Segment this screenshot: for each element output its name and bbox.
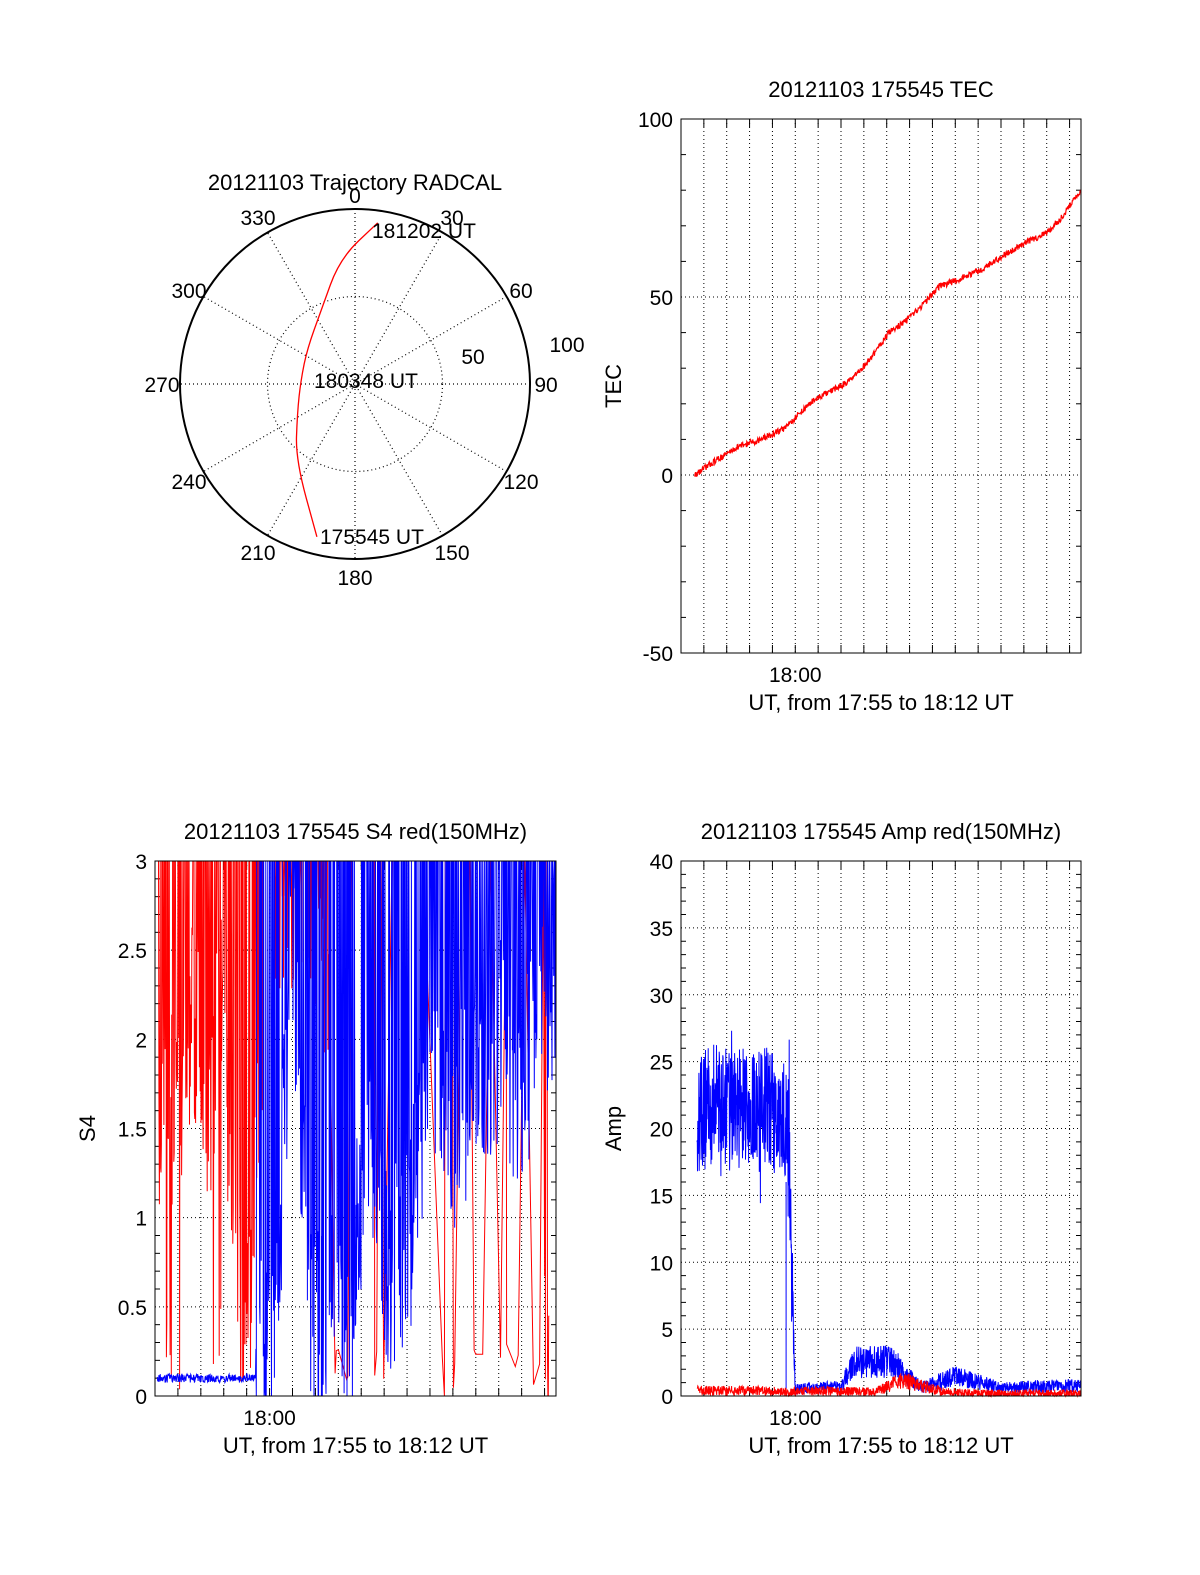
- y-tick-label: 0: [661, 1386, 673, 1409]
- y-tick-label: 15: [650, 1185, 673, 1208]
- y-tick-label: 40: [650, 851, 673, 874]
- azimuth-label: 120: [503, 471, 538, 494]
- y-tick-label: 50: [650, 287, 673, 310]
- y-tick-label: 2: [135, 1029, 147, 1052]
- blue-series-line: [696, 1030, 1082, 1395]
- chart-title: 20121103 175545 S4 red(150MHz): [184, 819, 527, 844]
- azimuth-label: 180: [337, 567, 372, 590]
- polar-title: 20121103 Trajectory RADCAL: [208, 170, 502, 195]
- azimuth-label: 30: [440, 207, 463, 230]
- y-axis-label: Amp: [601, 1106, 626, 1151]
- y-axis-label: S4: [75, 1115, 100, 1142]
- range-ring-50: [266, 295, 444, 473]
- time-annotation: 175545 UT: [320, 526, 424, 549]
- y-tick-label: 2.5: [118, 940, 147, 963]
- azimuth-label: 90: [534, 374, 557, 397]
- x-tick-label: 18:00: [769, 1407, 822, 1430]
- amp-panel: 0 5 10 15 20 25 30 35 40 20121103 175545 Amp red(…: [601, 819, 1082, 1458]
- x-tick-label: 18:00: [243, 1407, 296, 1430]
- radial-label-50: 50: [461, 346, 484, 369]
- azimuth-label: 0: [349, 185, 361, 208]
- y-tick-label: 0: [135, 1386, 147, 1409]
- y-tick-label: -50: [643, 643, 673, 666]
- time-annotation: 181202 UT: [372, 220, 476, 243]
- y-tick-label: 100: [638, 109, 673, 132]
- y-tick-label: 35: [650, 918, 673, 941]
- x-axis-label: UT, from 17:55 to 18:12 UT: [748, 1433, 1013, 1458]
- x-axis-label: UT, from 17:55 to 18:12 UT: [748, 690, 1013, 715]
- azimuth-label: 330: [240, 207, 275, 230]
- azimuth-label: 150: [434, 542, 469, 565]
- trajectory-line: [295, 222, 379, 537]
- plot-frame: [154, 860, 557, 1397]
- azimuth-label: 60: [509, 280, 532, 303]
- chart-title: 20121103 175545 Amp red(150MHz): [701, 819, 1061, 844]
- y-tick-label: 30: [650, 985, 673, 1008]
- y-tick-label: 10: [650, 1252, 673, 1275]
- red-series-line: [694, 189, 1082, 477]
- x-axis-label: UT, from 17:55 to 18:12 UT: [223, 1433, 488, 1458]
- time-annotation: 180348 UT: [314, 370, 418, 393]
- y-tick-label: 1.5: [118, 1119, 147, 1142]
- y-tick-label: 1: [135, 1208, 147, 1231]
- red-series-line: [696, 1372, 1082, 1398]
- y-tick-label: 5: [661, 1319, 673, 1342]
- x-tick-label: 18:00: [769, 664, 822, 687]
- chart-title: 20121103 175545 TEC: [768, 77, 994, 102]
- plot-frame: [680, 118, 1082, 654]
- azimuth-label: 270: [144, 374, 179, 397]
- y-tick-label: 20: [650, 1119, 673, 1142]
- plot-frame: [680, 860, 1082, 1397]
- y-axis-label: TEC: [601, 364, 626, 408]
- tec-panel: -50 0 50 100 20121103 175545 TEC 18:00 UT, fro…: [601, 77, 1082, 715]
- y-tick-label: 3: [135, 851, 147, 874]
- azimuth-label: 240: [171, 471, 206, 494]
- y-tick-label: 0: [661, 465, 673, 488]
- azimuth-label: 300: [171, 280, 206, 303]
- y-tick-label: 25: [650, 1052, 673, 1075]
- radial-label-100: 100: [549, 334, 584, 357]
- azimuth-label: 210: [240, 542, 275, 565]
- outer-ring: [179, 208, 531, 560]
- s4-panel: 0 0.5 1 1.5 2 2.5 3 20121103 175545 S4 red(150M…: [75, 819, 557, 1458]
- y-tick-label: 0.5: [118, 1297, 147, 1320]
